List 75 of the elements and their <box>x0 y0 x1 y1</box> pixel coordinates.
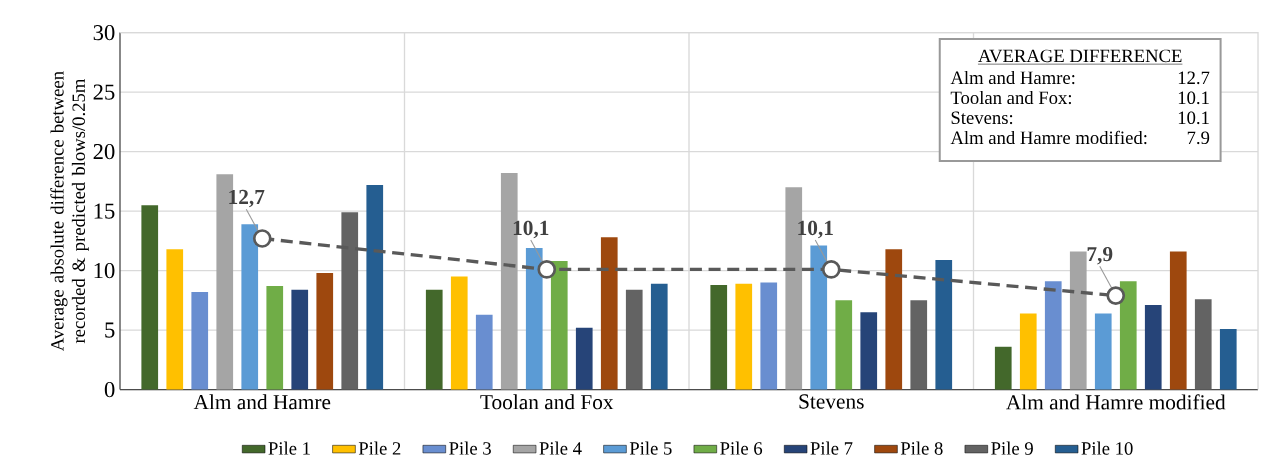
bar <box>910 300 928 390</box>
annotation: 7.9 <box>1187 131 1210 145</box>
bar <box>1069 251 1087 390</box>
y-axis-title: Average absolute difference between recorded & predicted blows/0.25m <box>50 71 89 352</box>
data-label: 10,1 <box>513 220 549 239</box>
legend-label: Pile 9 <box>991 441 1033 455</box>
bar <box>1194 299 1212 390</box>
data-label: 10,1 <box>798 220 833 239</box>
bar <box>266 286 284 390</box>
bar <box>291 289 309 390</box>
legend-label: Pile 8 <box>900 441 943 455</box>
point <box>252 229 272 249</box>
x-tick-label: Toolan and Fox <box>480 394 614 410</box>
legend-label: Pile 7 <box>810 441 853 455</box>
annotation: 12.7 <box>1178 71 1210 85</box>
bar <box>141 205 159 390</box>
bar <box>935 260 953 390</box>
y-tick-label: 30 <box>93 25 115 41</box>
bar <box>1094 313 1112 390</box>
bar <box>625 289 643 390</box>
bar <box>760 282 778 390</box>
bar <box>885 249 903 390</box>
bar <box>1019 313 1037 390</box>
legend-label: Pile 2 <box>358 441 401 455</box>
data-label: 7,9 <box>1087 247 1113 265</box>
legend-label: Pile 10 <box>1081 441 1133 455</box>
bar <box>575 327 593 390</box>
bar <box>600 237 618 390</box>
bar <box>1219 329 1237 390</box>
bar <box>316 273 334 390</box>
bar <box>994 346 1012 390</box>
bar <box>191 292 209 390</box>
y-tick-label: 0 <box>104 382 115 398</box>
bar <box>550 261 568 390</box>
bar <box>1044 281 1062 390</box>
legend-label: Pile 3 <box>449 441 491 455</box>
legend-label: Pile 4 <box>539 441 582 455</box>
annotation: Alm and Hamre: <box>950 71 1075 85</box>
x-tick-label: Alm and Hamre modified <box>1006 394 1226 410</box>
y-tick-label: 25 <box>93 84 115 100</box>
bar <box>366 185 384 390</box>
y-tick-label: 5 <box>105 322 115 338</box>
y-tick-label: 10 <box>94 263 115 279</box>
bar <box>710 285 728 390</box>
bar <box>450 276 468 390</box>
annotation: AVERAGE DIFFERENCE <box>978 49 1182 63</box>
bar <box>835 300 853 390</box>
bar <box>860 312 878 390</box>
bar <box>1144 305 1162 390</box>
annotation: Alm and Hamre modified: <box>950 130 1147 145</box>
bar <box>1169 251 1187 390</box>
point <box>537 260 557 279</box>
bar <box>735 283 753 390</box>
x-tick-label: Stevens <box>799 394 864 409</box>
bar <box>166 249 184 390</box>
legend-label: Pile 6 <box>720 441 763 455</box>
bar <box>650 283 668 390</box>
bar <box>425 289 443 390</box>
y-tick-label: 20 <box>93 144 115 160</box>
bar <box>1119 281 1137 390</box>
data-label: 12,7 <box>229 190 265 208</box>
bar <box>525 248 543 390</box>
y-tick-label: 15 <box>94 203 115 219</box>
point <box>821 260 841 279</box>
bar <box>810 245 828 390</box>
annotation: 10.1 <box>1178 111 1209 125</box>
annotation: Stevens: <box>951 111 1013 125</box>
annotation: 10.1 <box>1178 91 1209 105</box>
legend-label: Pile 1 <box>268 441 310 455</box>
annotation: Toolan and Fox: <box>950 91 1072 105</box>
legend-label: Pile 5 <box>629 441 672 455</box>
bar <box>241 224 259 390</box>
bar <box>475 314 493 390</box>
x-tick-label: Alm and Hamre <box>193 394 331 410</box>
point <box>1106 286 1126 306</box>
